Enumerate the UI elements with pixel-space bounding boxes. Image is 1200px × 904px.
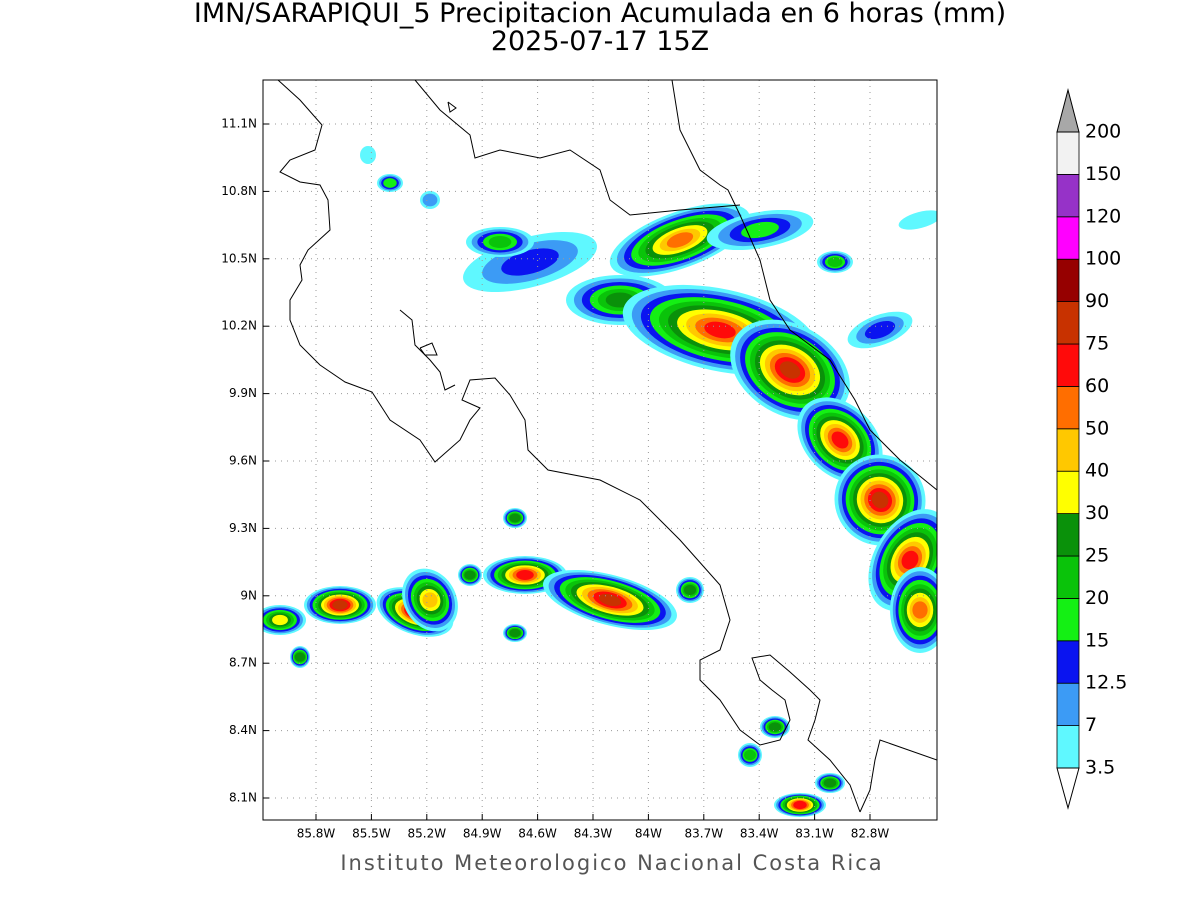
rain-cell (901, 550, 919, 570)
lon-label: 84.3W (574, 827, 613, 841)
lon-label: 83.7W (685, 827, 724, 841)
grid (263, 80, 937, 820)
rain-cell (422, 592, 438, 608)
rain-cell (912, 601, 928, 619)
colorbar-label: 15 (1085, 629, 1109, 651)
lon-label: 85.5W (352, 827, 391, 841)
colorbar-segment (1056, 385, 1080, 430)
lat-label: 8.4N (229, 723, 257, 737)
map-area (263, 80, 937, 820)
rain-cell (332, 600, 348, 610)
lat-label: 10.2N (221, 319, 257, 333)
lat-label: 9.3N (229, 521, 257, 535)
rain-cell (793, 800, 807, 810)
colorbar-segment (1056, 216, 1080, 260)
rain-cell (864, 320, 896, 340)
colorbar: 3.5 7 12.5 15 20 25 30 40 50 60 75 90 100 120 150 200 (1056, 88, 1127, 810)
colorbar-label: 200 (1085, 121, 1121, 143)
precipitation (263, 146, 937, 817)
lat-label: 9.9N (229, 386, 257, 400)
colorbar-label: 120 (1085, 205, 1121, 227)
colorbar-under (1056, 767, 1080, 810)
colorbar-label: 75 (1085, 333, 1109, 355)
colorbar-segment (1056, 343, 1080, 387)
colorbar-label: 20 (1085, 587, 1109, 609)
colorbar-label: 100 (1085, 248, 1121, 270)
colorbar-label: 150 (1085, 163, 1121, 185)
lat-label: 9.6N (229, 454, 257, 468)
colorbar-segment (1056, 598, 1080, 642)
colorbar-segment (1056, 258, 1080, 303)
rain-cell (827, 257, 843, 267)
rain-cell (779, 361, 801, 379)
colorbar-label: 50 (1085, 417, 1109, 439)
rain-cell (898, 210, 937, 230)
lon-label: 84W (635, 827, 662, 841)
rain-cell (464, 570, 476, 580)
rain-cell (744, 749, 756, 761)
colorbar-label: 60 (1085, 375, 1109, 397)
rain-cell (488, 236, 512, 248)
colorbar-over (1056, 88, 1080, 133)
colorbar-segment (1056, 682, 1080, 727)
lon-label: 85.2W (408, 827, 447, 841)
rain-cell (831, 431, 849, 449)
lat-label: 10.5N (221, 251, 257, 265)
lon-label: 82.8W (851, 827, 890, 841)
colorbar-label: 12.5 (1085, 672, 1127, 694)
colorbar-segment (1056, 428, 1080, 472)
title: IMN/SARAPIQUI_5 Precipitacion Acumulada … (194, 0, 1006, 29)
colorbar-segment (1056, 513, 1080, 557)
coastlines (277, 80, 937, 813)
colorbar-label: 7 (1085, 714, 1097, 736)
rain-cell (598, 593, 622, 607)
rain-cell (741, 221, 779, 239)
rain-cell (683, 584, 697, 596)
colorbar-label: 3.5 (1085, 757, 1115, 779)
rain-cell (768, 722, 782, 732)
rain-cell (516, 569, 534, 581)
map-frame (262, 79, 938, 821)
rain-cell (704, 321, 736, 339)
rain-cell (509, 513, 521, 523)
rain-cell (360, 146, 376, 164)
lon-label: 83.1W (795, 827, 834, 841)
rain-cell (666, 232, 694, 248)
colorbar-label: 40 (1085, 460, 1109, 482)
subtitle: 2025-07-17 15Z (491, 26, 709, 57)
rain-cell (294, 652, 306, 662)
colorbar-segment (1056, 555, 1080, 599)
rain-cell (871, 491, 889, 509)
colorbar-label: 30 (1085, 502, 1109, 524)
lat-label: 8.1N (229, 791, 257, 805)
colorbar-segment (1056, 470, 1080, 515)
colorbar-segment (1056, 173, 1080, 218)
colorbar-label: 25 (1085, 545, 1109, 567)
lat-label: 10.8N (221, 184, 257, 198)
colorbar-segment (1056, 640, 1080, 684)
footer: Instituto Meteorologico Nacional Costa R… (340, 851, 883, 875)
lat-label: 9N (240, 588, 257, 602)
colorbar-label: 90 (1085, 290, 1109, 312)
lat-label: 11.1N (221, 117, 257, 131)
rain-cell (422, 193, 438, 207)
lon-label: 83.4W (740, 827, 779, 841)
lon-label: 84.6W (518, 827, 557, 841)
rain-cell (823, 778, 837, 788)
rain-cell (509, 628, 521, 638)
rain-cell (272, 614, 288, 626)
rain-cell (383, 178, 397, 188)
colorbar-segment (1056, 301, 1080, 345)
lat-label: 8.7N (229, 656, 257, 670)
colorbar-segment (1056, 131, 1080, 175)
colorbar-segment (1056, 725, 1080, 769)
lon-label: 84.9W (463, 827, 502, 841)
lon-label: 85.8W (297, 827, 336, 841)
